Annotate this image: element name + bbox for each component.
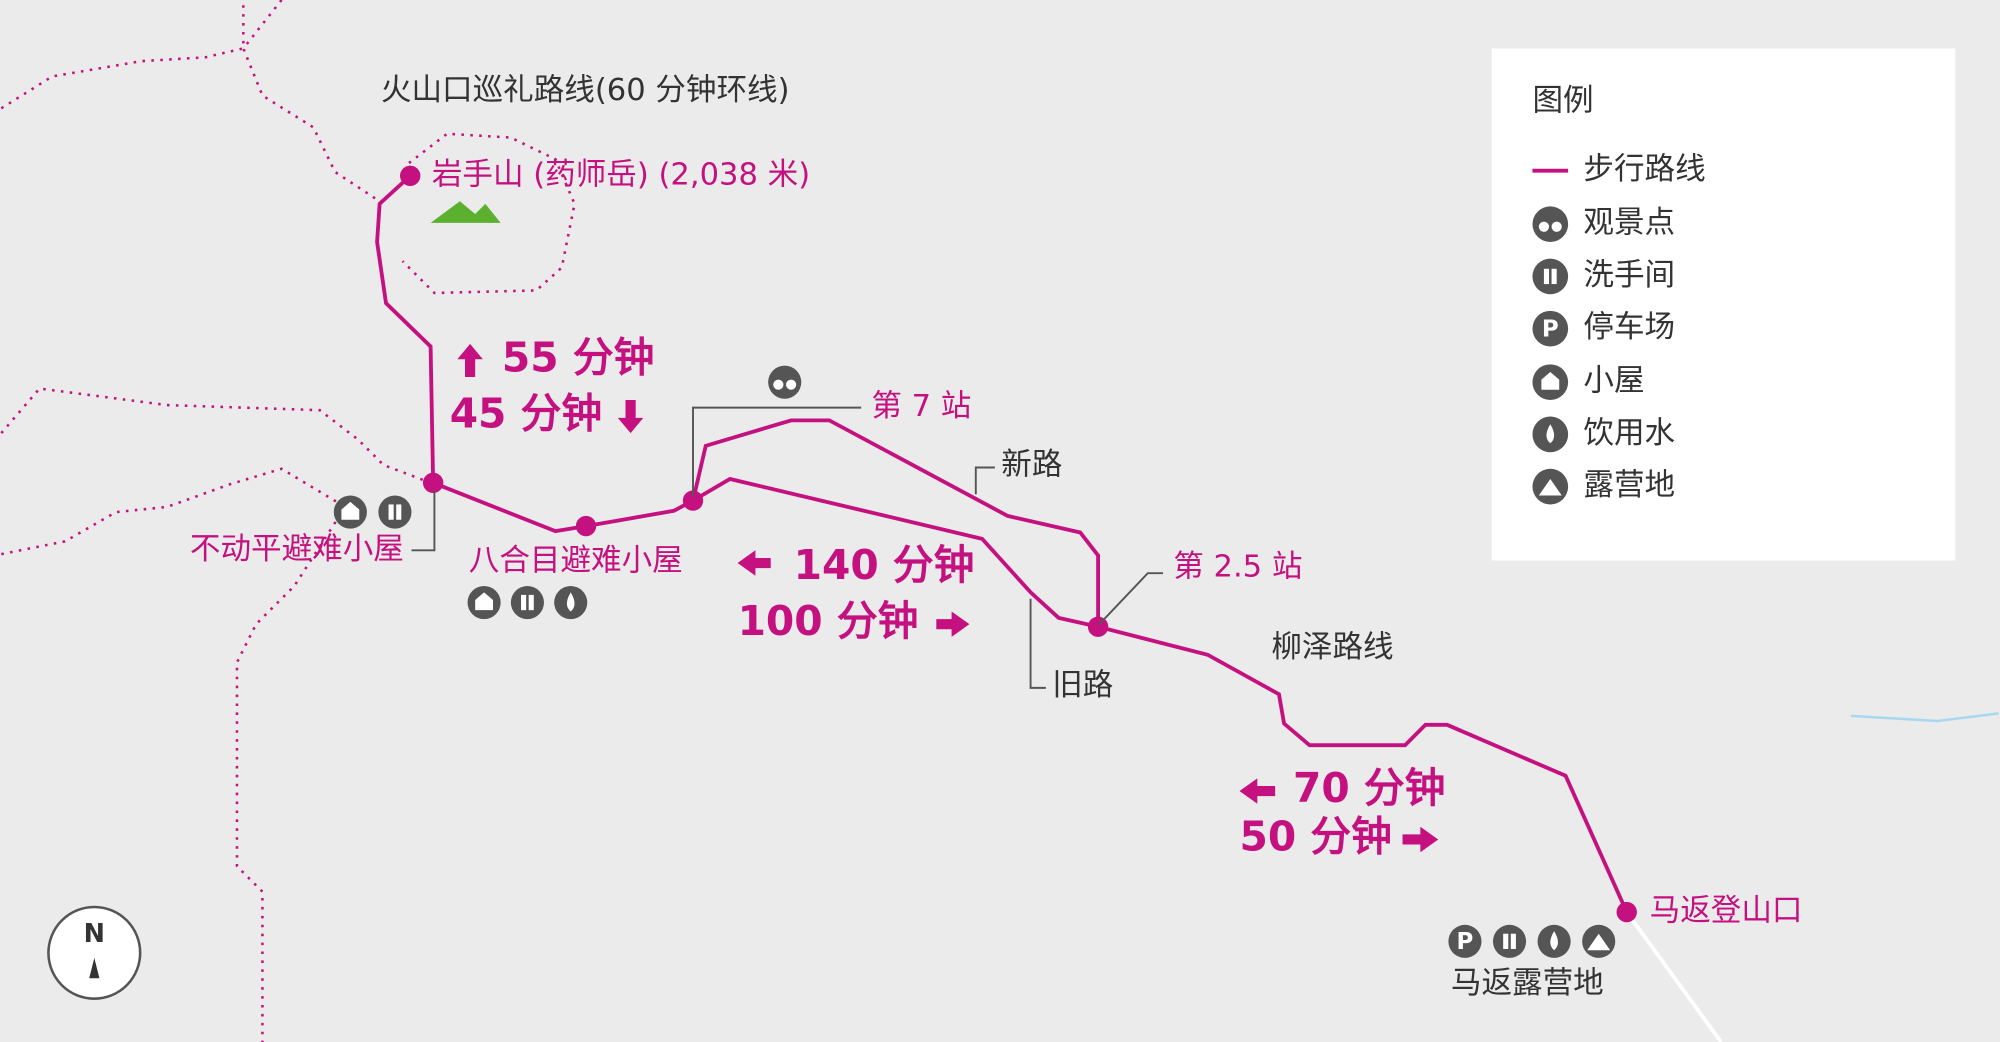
legend-item: 露营地 [1583,468,1675,503]
legend-item: 小屋 [1583,364,1644,399]
label: 新路 [1001,448,1062,483]
time: 140 分钟 [794,541,975,589]
label: 八合目避难小屋 [469,543,683,578]
legend-item: 停车场 [1583,310,1675,345]
icons: P [333,365,1616,958]
north-label: N [84,919,105,949]
time: 50 分钟 [1239,812,1391,860]
legend-item: 观景点 [1583,206,1675,241]
time: 45 分钟 [450,390,602,438]
stops [400,165,1637,923]
arrows [457,343,1439,853]
label: 旧路 [1052,668,1113,703]
mountain-icon [430,201,501,223]
label: 马返登山口 [1650,894,1803,929]
route [375,174,1629,913]
time: 70 分钟 [1293,764,1445,812]
legend-item: 饮用水 [1583,416,1675,451]
svg-text:P: P [1457,929,1474,955]
label: 第 2.5 站 [1173,550,1302,585]
label: 柳泽路线 [1271,630,1393,665]
label: 岩手山 (药师岳) (2,038 米) [432,157,810,192]
label: 第 7 站 [871,389,971,424]
label: 火山口巡礼路线(60 分钟环线) [381,73,790,108]
legend-title: 图例 [1532,83,1593,118]
leader-lines [411,406,1164,689]
label: 马返露营地 [1451,966,1604,1001]
legend-item: 洗手间 [1583,258,1675,293]
label: 不动平避难小屋 [190,532,404,567]
compass: N [47,905,142,1000]
legend-item: 步行路线 [1583,152,1705,187]
svg-text:P: P [1542,316,1559,342]
time: 100 分钟 [738,597,919,645]
time: 55 分钟 [502,333,654,381]
